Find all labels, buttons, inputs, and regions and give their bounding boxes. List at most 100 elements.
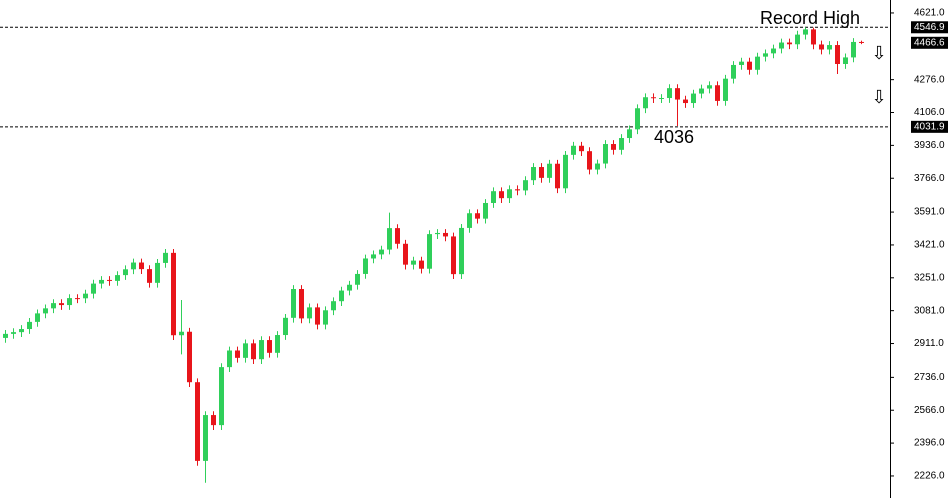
candle-body [323,310,328,325]
candle-body [563,154,568,189]
candle-body [115,275,120,281]
candle-body [635,108,640,130]
candle-body [595,163,600,170]
candle-body [235,350,240,358]
price-label-box [911,21,948,34]
candle-body [315,307,320,325]
candle-body [499,191,504,199]
candle-body [219,367,224,426]
candle-body [827,45,832,50]
candle-body [379,249,384,255]
candle-body [291,289,296,318]
candle-body [91,283,96,294]
candle-body [691,93,696,104]
candle-body [435,232,440,235]
candle-body [627,129,632,139]
candle-body [531,167,536,181]
candle-body [339,290,344,302]
candle-body [427,234,432,269]
y-tick-label: 2566.0 [914,405,945,416]
y-tick-label: 2226.0 [914,471,945,482]
candle-body [355,273,360,285]
candle-body [459,227,464,275]
y-tick-label: 4106.0 [914,107,945,118]
candle-body [451,236,456,275]
candle-body [267,340,272,353]
candle-body [251,343,256,360]
y-tick-label: 4621.0 [914,8,945,19]
price-label-box [911,36,948,49]
candle-body [699,88,704,94]
candle-body [243,343,248,358]
y-tick-label: 2911.0 [914,338,944,349]
y-tick-label: 3251.0 [914,272,945,283]
arrow-icon: ⇩ [871,43,886,63]
price-label-box [911,120,948,133]
candle-body [403,243,408,265]
candle-body [803,29,808,35]
annotation: 4036 [654,127,694,147]
candle-body [851,41,856,58]
candle-body [651,97,656,99]
price-label: 4466.6 [914,37,945,48]
candle-body [283,317,288,336]
candle-body [195,382,200,461]
candle-body [59,303,64,306]
candle-body [27,321,32,330]
candle-body [411,260,416,265]
candle-body [643,97,648,109]
candle-body [419,260,424,269]
candle-body [187,331,192,383]
candle-body [307,307,312,319]
candle-body [843,57,848,64]
candle-body [619,138,624,150]
y-tick-label: 3936.0 [914,140,945,151]
candle-body [507,189,512,199]
candle-body [179,331,184,336]
candle-body [51,303,56,309]
y-tick-label: 2736.0 [914,372,945,383]
candle-body [347,284,352,291]
candle-body [787,42,792,45]
candle-body [795,34,800,45]
candle-body [139,262,144,270]
candle-body [467,213,472,228]
candle-body [723,78,728,101]
candle-body [523,180,528,191]
candle-body [371,254,376,259]
candle-body [835,45,840,64]
candle-body [331,301,336,311]
y-tick-label: 3421.0 [914,240,945,251]
candle-body [43,308,48,314]
y-tick-label: 2396.0 [914,438,945,449]
candle-body [771,48,776,54]
candle-body [395,228,400,244]
candle-body [611,144,616,150]
y-tick-label: 3766.0 [914,173,945,184]
candle-body [571,145,576,155]
candle-body [203,415,208,461]
candle-body [483,202,488,219]
candle-body [579,145,584,152]
candle-body [859,41,864,43]
candle-body [227,350,232,368]
candle-body [275,335,280,353]
candle-body [675,88,680,100]
candle-body [587,151,592,170]
candle-body [683,99,688,104]
candle-body [555,163,560,189]
candle-body [491,191,496,203]
candle-body [299,289,304,319]
candle-body [547,163,552,178]
candle-body [107,279,112,281]
candle-body [539,167,544,178]
candle-body [779,42,784,49]
candle-body [443,232,448,237]
candle-body [67,298,72,306]
candle-body [35,313,40,322]
candle-body [475,213,480,219]
candle-body [747,61,752,70]
candle-body [147,269,152,283]
candle-body [515,189,520,191]
